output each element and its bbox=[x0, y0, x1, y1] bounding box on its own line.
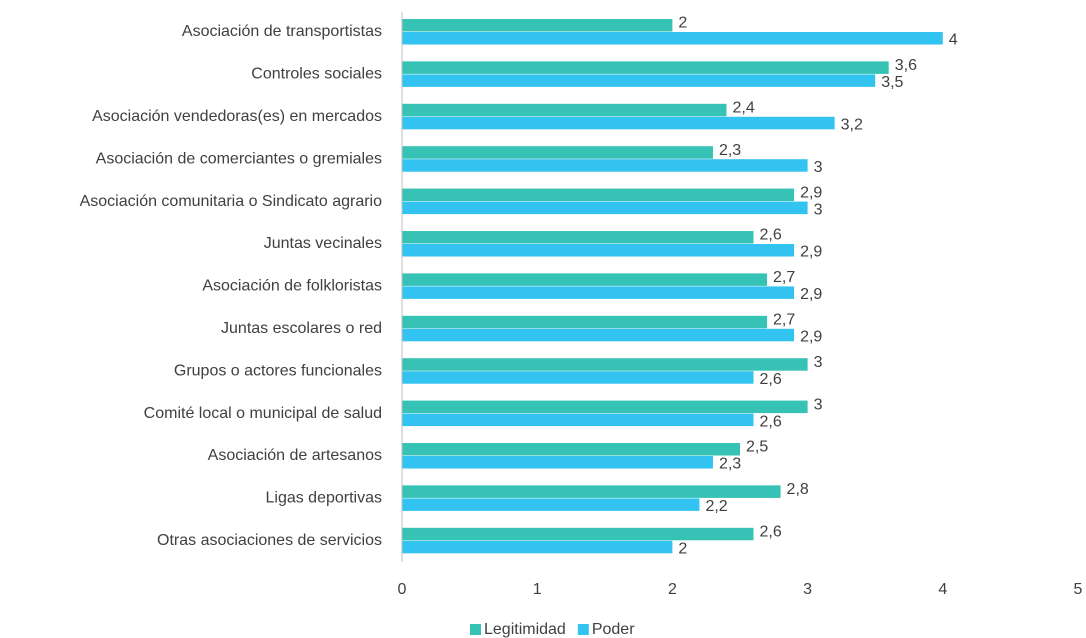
bar bbox=[402, 413, 754, 427]
data-label: 4 bbox=[949, 32, 958, 49]
bar bbox=[402, 231, 754, 244]
bar bbox=[402, 358, 808, 371]
data-label: 2,2 bbox=[705, 498, 727, 515]
y-tick-label: Asociación de comerciantes o gremiales bbox=[96, 150, 382, 167]
legend-swatch bbox=[470, 624, 481, 635]
data-label: 3,6 bbox=[895, 57, 917, 74]
y-tick-label: Comité local o municipal de salud bbox=[144, 405, 382, 422]
data-label: 2,9 bbox=[800, 244, 822, 261]
bar bbox=[402, 498, 700, 511]
y-tick-label: Asociación de transportistas bbox=[182, 23, 382, 40]
data-label: 3,2 bbox=[841, 117, 863, 134]
x-tick-label: 2 bbox=[668, 581, 677, 598]
bar bbox=[402, 400, 808, 414]
bar bbox=[402, 540, 673, 554]
x-tick-label: 5 bbox=[1074, 581, 1083, 598]
y-tick-label: Juntas escolares o red bbox=[221, 320, 382, 337]
data-label: 2,3 bbox=[719, 142, 741, 159]
x-tick-label: 4 bbox=[938, 581, 947, 598]
data-label: 3 bbox=[814, 201, 823, 218]
bar bbox=[402, 315, 768, 329]
y-tick-label: Asociación de folkloristas bbox=[202, 278, 382, 295]
data-label: 2,6 bbox=[760, 524, 782, 541]
y-tick-label: Otras asociaciones de servicios bbox=[157, 532, 382, 549]
y-tick-label: Asociación comunitaria o Sindicato agrar… bbox=[80, 193, 382, 210]
x-tick-label: 3 bbox=[803, 581, 812, 598]
bar bbox=[402, 244, 795, 257]
data-label: 2,7 bbox=[773, 269, 795, 286]
bar bbox=[402, 188, 795, 202]
bar bbox=[402, 328, 795, 342]
data-label: 3 bbox=[814, 396, 823, 413]
y-tick-label: Asociación vendedoras(es) en mercados bbox=[92, 108, 382, 125]
y-tick-label: Controles sociales bbox=[251, 66, 382, 83]
legend-label: Legitimidad bbox=[484, 621, 566, 638]
data-label: 2,8 bbox=[787, 481, 809, 498]
data-label: 3,5 bbox=[881, 74, 903, 91]
data-label: 2,3 bbox=[719, 456, 741, 473]
y-tick-label: Ligas deportivas bbox=[265, 490, 382, 507]
data-label: 2,9 bbox=[800, 329, 822, 346]
bar bbox=[402, 456, 713, 469]
bar bbox=[402, 273, 768, 286]
legend-label: Poder bbox=[592, 621, 635, 638]
bar bbox=[402, 32, 943, 45]
x-tick-label: 1 bbox=[533, 581, 542, 598]
data-label: 2,6 bbox=[760, 413, 782, 430]
bar bbox=[402, 74, 876, 87]
y-tick-label: Grupos o actores funcionales bbox=[174, 362, 382, 379]
bar bbox=[402, 116, 835, 130]
data-label: 2,6 bbox=[760, 371, 782, 388]
bar bbox=[402, 146, 713, 159]
bar bbox=[402, 371, 754, 384]
data-label: 3 bbox=[814, 354, 823, 371]
x-tick-label: 0 bbox=[398, 581, 407, 598]
data-label: 2,4 bbox=[732, 100, 754, 117]
bar bbox=[402, 286, 795, 299]
bar bbox=[402, 61, 889, 74]
data-label: 2 bbox=[678, 15, 687, 32]
legend-swatch bbox=[577, 624, 589, 635]
data-label: 3 bbox=[814, 159, 823, 176]
bar bbox=[402, 443, 740, 456]
data-label: 2,7 bbox=[773, 312, 795, 329]
data-label: 2,9 bbox=[800, 184, 822, 201]
bar bbox=[402, 527, 754, 541]
bar bbox=[402, 485, 781, 498]
data-label: 2,9 bbox=[800, 286, 822, 303]
y-tick-label: Juntas vecinales bbox=[264, 235, 382, 252]
data-label: 2,5 bbox=[746, 439, 768, 456]
bar bbox=[402, 159, 808, 172]
bar bbox=[402, 201, 808, 215]
y-tick-label: Asociación de artesanos bbox=[208, 447, 382, 464]
bar bbox=[402, 103, 727, 117]
data-label: 2 bbox=[678, 541, 687, 558]
bar bbox=[402, 19, 673, 32]
data-label: 2,6 bbox=[760, 227, 782, 244]
